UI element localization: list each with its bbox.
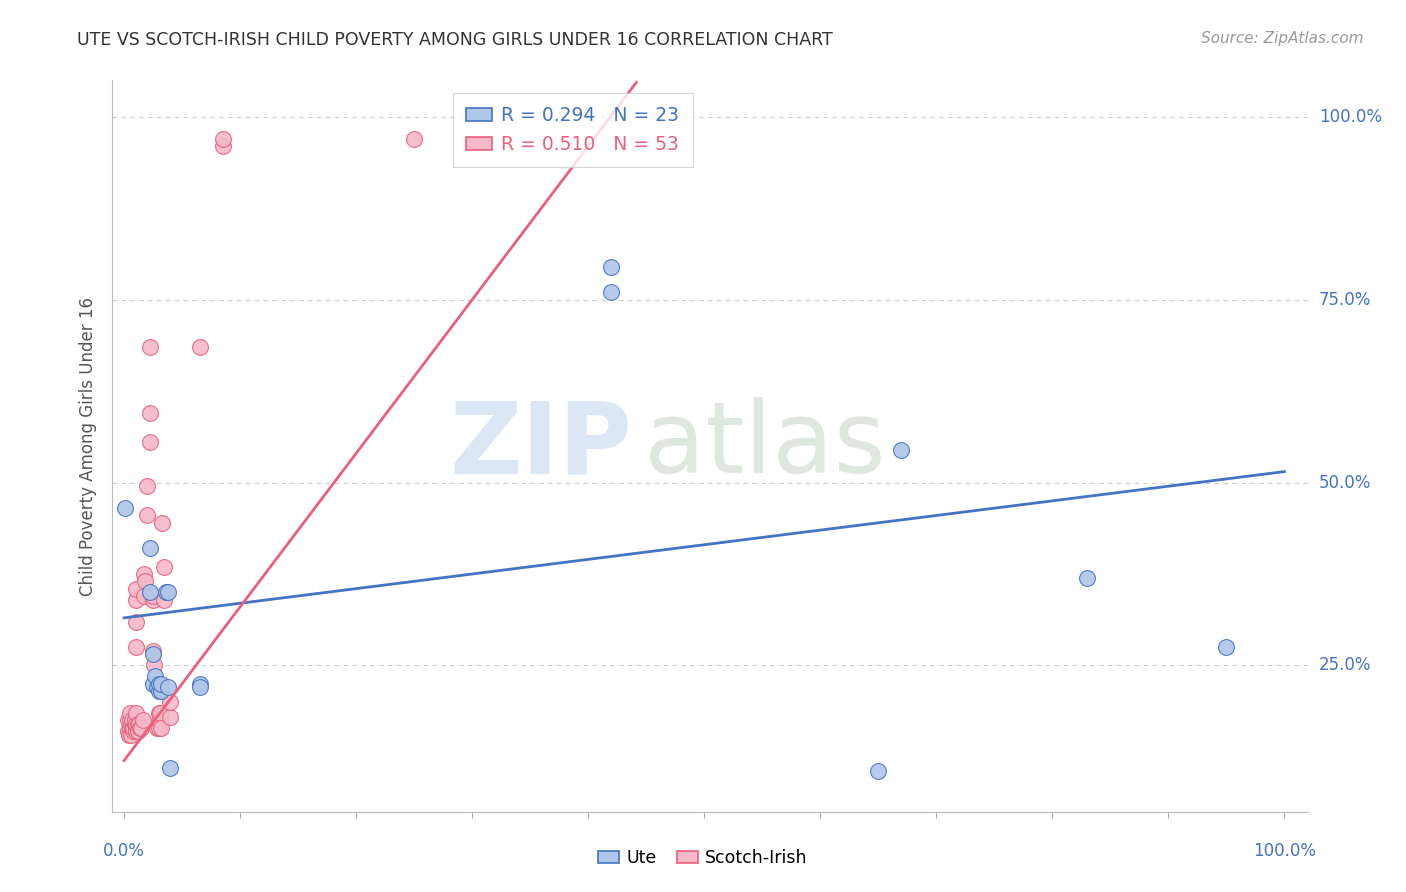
Point [122, 724, 145, 739]
Point [159, 761, 181, 775]
Point [148, 721, 170, 735]
Point [600, 260, 623, 274]
Point [125, 717, 148, 731]
Text: ZIP: ZIP [450, 398, 633, 494]
Point [600, 285, 623, 300]
Point [150, 684, 173, 698]
Point [125, 640, 148, 655]
Point [145, 669, 167, 683]
Point [149, 714, 172, 728]
Point [120, 717, 142, 731]
Point [121, 721, 143, 735]
Y-axis label: Child Poverty Among Girls Under 16: Child Poverty Among Girls Under 16 [79, 296, 97, 596]
Point [1076, 571, 1098, 585]
Point [142, 589, 165, 603]
Text: Source: ZipAtlas.com: Source: ZipAtlas.com [1201, 31, 1364, 46]
Point [152, 592, 174, 607]
Point [155, 585, 177, 599]
Point [152, 559, 174, 574]
Point [131, 721, 153, 735]
Point [124, 717, 146, 731]
Point [138, 541, 160, 556]
Point [188, 681, 211, 695]
Point [1215, 640, 1237, 655]
Point [127, 717, 149, 731]
Legend: Ute, Scotch-Irish: Ute, Scotch-Irish [592, 843, 814, 874]
Text: 0.0%: 0.0% [103, 842, 145, 860]
Point [118, 728, 141, 742]
Point [868, 764, 890, 779]
Point [118, 714, 141, 728]
Point [136, 508, 159, 523]
Point [157, 681, 180, 695]
Point [148, 684, 170, 698]
Point [122, 721, 145, 735]
Point [118, 721, 141, 735]
Text: UTE VS SCOTCH-IRISH CHILD POVERTY AMONG GIRLS UNDER 16 CORRELATION CHART: UTE VS SCOTCH-IRISH CHILD POVERTY AMONG … [77, 31, 834, 49]
Point [125, 582, 148, 596]
Point [188, 676, 211, 690]
Point [117, 714, 139, 728]
Point [890, 442, 912, 457]
Point [157, 585, 180, 599]
Point [142, 644, 165, 658]
Point [136, 479, 159, 493]
Point [138, 406, 160, 420]
Point [125, 592, 148, 607]
Text: 50.0%: 50.0% [1319, 474, 1371, 491]
Text: 100.0%: 100.0% [1319, 108, 1382, 126]
Point [211, 139, 233, 153]
Point [148, 676, 170, 690]
Point [129, 721, 152, 735]
Point [145, 721, 167, 735]
Point [127, 724, 149, 739]
Point [138, 340, 160, 354]
Text: 25.0%: 25.0% [1319, 657, 1371, 674]
Point [132, 589, 155, 603]
Point [138, 435, 160, 450]
Point [125, 724, 148, 739]
Point [124, 714, 146, 728]
Point [142, 676, 165, 690]
Point [142, 592, 165, 607]
Point [125, 615, 148, 629]
Point [142, 648, 165, 662]
Point [150, 721, 173, 735]
Point [121, 714, 143, 728]
Point [134, 574, 156, 589]
Point [150, 676, 173, 690]
Point [159, 695, 181, 709]
Point [120, 728, 142, 742]
Point [404, 132, 426, 146]
Point [128, 717, 150, 731]
Point [159, 709, 181, 723]
Point [117, 724, 139, 739]
Legend: R = 0.294   N = 23, R = 0.510   N = 53: R = 0.294 N = 23, R = 0.510 N = 53 [453, 94, 693, 167]
Point [118, 706, 141, 720]
Point [211, 132, 233, 146]
Point [138, 585, 160, 599]
Point [114, 501, 136, 516]
Point [125, 706, 148, 720]
Point [148, 706, 170, 720]
Point [145, 681, 167, 695]
Point [188, 340, 211, 354]
Point [149, 706, 172, 720]
Point [132, 567, 155, 582]
Point [143, 658, 166, 673]
Point [150, 516, 173, 530]
Point [131, 714, 153, 728]
Text: atlas: atlas [644, 398, 886, 494]
Text: 100.0%: 100.0% [1253, 842, 1316, 860]
Text: 75.0%: 75.0% [1319, 291, 1371, 309]
